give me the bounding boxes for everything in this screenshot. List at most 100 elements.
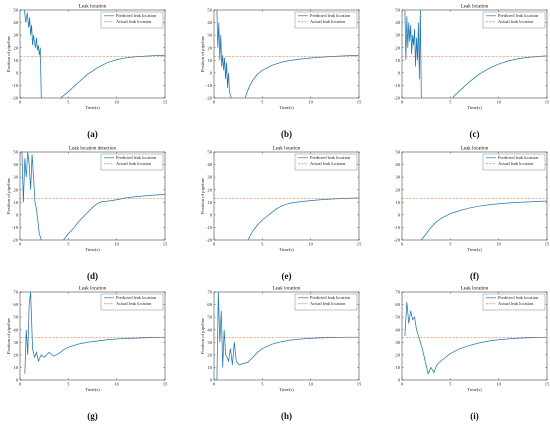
y-tick-label: 40 [13, 20, 18, 25]
subplot: Leak location 0 5 10 15 -20 -10 0 10 20 30 40 50 Time… [200, 147, 362, 282]
x-tick-label: 0 [213, 100, 216, 105]
plot-title: Leak location [273, 287, 301, 292]
subplot: 0 5 10 15 -20 -10 0 10 20 30 40 50 Time(s) Position o… [200, 8, 362, 139]
y-tick-label: -20 [394, 96, 401, 101]
legend-label: Predicted leak location [116, 155, 157, 160]
y-tick-label: 20 [207, 45, 212, 50]
y-tick-label: -20 [206, 238, 213, 243]
panel-caption: (d) [87, 271, 98, 281]
legend-label: Actual leak location [498, 19, 534, 24]
plot-title: Leak location [461, 147, 489, 152]
subplot: Leak location detection 0 5 10 15 -20 -10 0 10 20… [6, 147, 168, 282]
x-axis-label: Time(s) [467, 105, 482, 110]
y-tick-label: 40 [13, 162, 18, 167]
x-tick-label: 0 [19, 100, 22, 105]
panel-caption: (f) [470, 271, 479, 281]
x-axis-label: Time(s) [279, 247, 294, 252]
x-tick-label: 10 [496, 382, 501, 387]
legend-label: Actual leak location [310, 161, 346, 166]
y-tick-label: 0 [398, 70, 401, 75]
predicted-leak-line [404, 302, 547, 375]
panel-caption: (i) [470, 411, 479, 421]
x-axis-label: Time(s) [85, 387, 100, 392]
y-tick-label: 50 [207, 315, 212, 320]
legend-box [100, 293, 164, 311]
legend-label: Actual leak location [498, 301, 534, 306]
y-tick-label: 0 [16, 378, 19, 383]
y-tick-label: 60 [207, 302, 212, 307]
legend-box [100, 11, 164, 29]
x-tick-label: 15 [357, 242, 362, 247]
y-tick-label: 10 [13, 200, 18, 205]
y-tick-label: 50 [395, 8, 400, 13]
y-tick-label: -20 [206, 96, 213, 101]
legend-box [294, 153, 358, 171]
y-tick-label: 20 [395, 352, 400, 357]
y-tick-label: 20 [13, 187, 18, 192]
y-tick-label: 0 [210, 378, 213, 383]
y-axis-label: Position of pipeline [200, 318, 205, 354]
y-tick-label: 20 [13, 45, 18, 50]
y-tick-label: -10 [12, 225, 19, 230]
x-tick-label: 5 [67, 100, 70, 105]
legend-label: Predicted leak location [310, 295, 351, 300]
x-tick-label: 0 [19, 382, 22, 387]
y-tick-label: 40 [395, 20, 400, 25]
y-tick-label: 20 [395, 45, 400, 50]
predicted-leak-line [23, 10, 42, 98]
y-tick-label: 30 [13, 33, 18, 38]
y-tick-label: -10 [206, 225, 213, 230]
x-tick-label: 15 [545, 242, 550, 247]
y-tick-label: 10 [207, 365, 212, 370]
predicted-leak-line [404, 10, 422, 98]
y-axis-label: Position of pipeline [200, 36, 205, 72]
x-tick-label: 5 [261, 382, 264, 387]
predicted-leak-line [421, 200, 547, 240]
x-axis-label: Time(s) [85, 105, 100, 110]
y-tick-label: 60 [395, 302, 400, 307]
y-tick-label: 0 [210, 70, 213, 75]
plot-title: Leak location [79, 5, 107, 10]
y-tick-label: 40 [13, 327, 18, 332]
x-tick-label: 10 [114, 382, 119, 387]
legend-box [482, 153, 546, 171]
x-tick-label: 10 [114, 242, 119, 247]
subplot: Leak location 0 5 10 15 -20 -10 0 10 20 30 40 50 Time… [394, 147, 550, 282]
y-tick-label: 0 [16, 212, 19, 217]
x-tick-label: 15 [545, 100, 550, 105]
y-tick-label: 10 [395, 200, 400, 205]
legend-label: Predicted leak location [310, 13, 351, 18]
legend-label: Predicted leak location [310, 155, 351, 160]
x-tick-label: 10 [496, 100, 501, 105]
y-tick-label: 40 [207, 162, 212, 167]
y-tick-label: -20 [12, 96, 19, 101]
y-tick-label: 70 [395, 290, 400, 295]
y-axis-label: Position of pipeline [6, 36, 11, 72]
plot-title: Leak location [273, 147, 301, 152]
predicted-leak-line [216, 10, 232, 98]
y-tick-label: 0 [16, 70, 19, 75]
x-tick-label: 0 [401, 242, 404, 247]
x-tick-label: 15 [545, 382, 550, 387]
x-tick-label: 15 [163, 242, 168, 247]
y-tick-label: 30 [207, 175, 212, 180]
legend-box [294, 293, 358, 311]
predicted-leak-line [247, 197, 359, 240]
subplot: Leak location 0 5 10 15 -20 -10 0 10 20 30 40 50 Time… [394, 5, 550, 140]
y-tick-label: -10 [394, 83, 401, 88]
panel-caption: (e) [282, 271, 292, 281]
y-tick-label: 70 [13, 290, 18, 295]
y-tick-label: 50 [207, 8, 212, 13]
y-tick-label: 40 [395, 162, 400, 167]
panel-caption: (g) [87, 411, 98, 421]
x-tick-label: 0 [401, 100, 404, 105]
y-tick-label: 30 [207, 340, 212, 345]
y-tick-label: 20 [207, 187, 212, 192]
x-tick-label: 15 [163, 100, 168, 105]
y-tick-label: 30 [395, 340, 400, 345]
predicted-leak-line [452, 55, 547, 98]
y-tick-label: -10 [12, 83, 19, 88]
y-tick-label: -10 [206, 83, 213, 88]
y-tick-label: 40 [207, 327, 212, 332]
x-axis-label: Time(s) [279, 105, 294, 110]
